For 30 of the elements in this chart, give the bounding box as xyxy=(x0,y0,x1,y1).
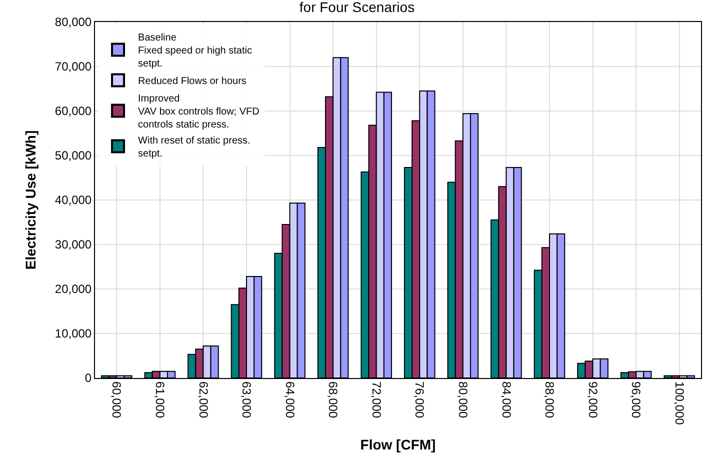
legend-label: With reset of static press. setpt. xyxy=(138,136,250,160)
x-tick-label: 100,000 xyxy=(672,381,686,426)
legend-label: Baseline Fixed speed or high static setpt. xyxy=(138,32,252,70)
x-tick-label: 72,000 xyxy=(369,381,384,418)
x-tick-label: 62,000 xyxy=(196,381,210,418)
legend-label: Improved VAV box controls flow; VFD controls static press. xyxy=(138,94,260,131)
x-tick-label: 63,000 xyxy=(240,381,254,418)
x-tick-label: 76,000 xyxy=(412,381,427,418)
y-tick-label: 30,000 xyxy=(54,238,92,252)
y-tick-label: 60,000 xyxy=(54,104,92,118)
y-tick-label: 70,000 xyxy=(54,60,92,74)
x-tick-label: 80,000 xyxy=(456,381,470,418)
x-tick-label: 84,000 xyxy=(499,381,514,418)
chart-title: for Four Scenarios xyxy=(299,0,415,16)
y-tick-label: 0 xyxy=(84,371,92,386)
x-axis-title: Flow [CFM] xyxy=(360,436,436,452)
x-tick-label: 64,000 xyxy=(282,381,297,418)
legend-label: Reduced Flows or hours xyxy=(138,76,246,88)
y-tick-label: 40,000 xyxy=(54,193,92,208)
x-tick-label: 96,000 xyxy=(629,381,644,418)
x-tick-label: 68,000 xyxy=(326,381,340,418)
y-tick-label: 10,000 xyxy=(54,326,92,341)
y-tick-label: 50,000 xyxy=(54,148,92,163)
y-tick-label: 20,000 xyxy=(54,282,92,296)
x-tick-label: 88,000 xyxy=(542,381,557,418)
x-tick-label: 92,000 xyxy=(586,381,600,418)
x-tick-label: 60,000 xyxy=(110,381,124,418)
y-axis-title: Electricity Use [kWh] xyxy=(22,130,38,270)
x-tick-label: 61,000 xyxy=(153,381,168,418)
y-tick-label: 80,000 xyxy=(54,15,92,30)
